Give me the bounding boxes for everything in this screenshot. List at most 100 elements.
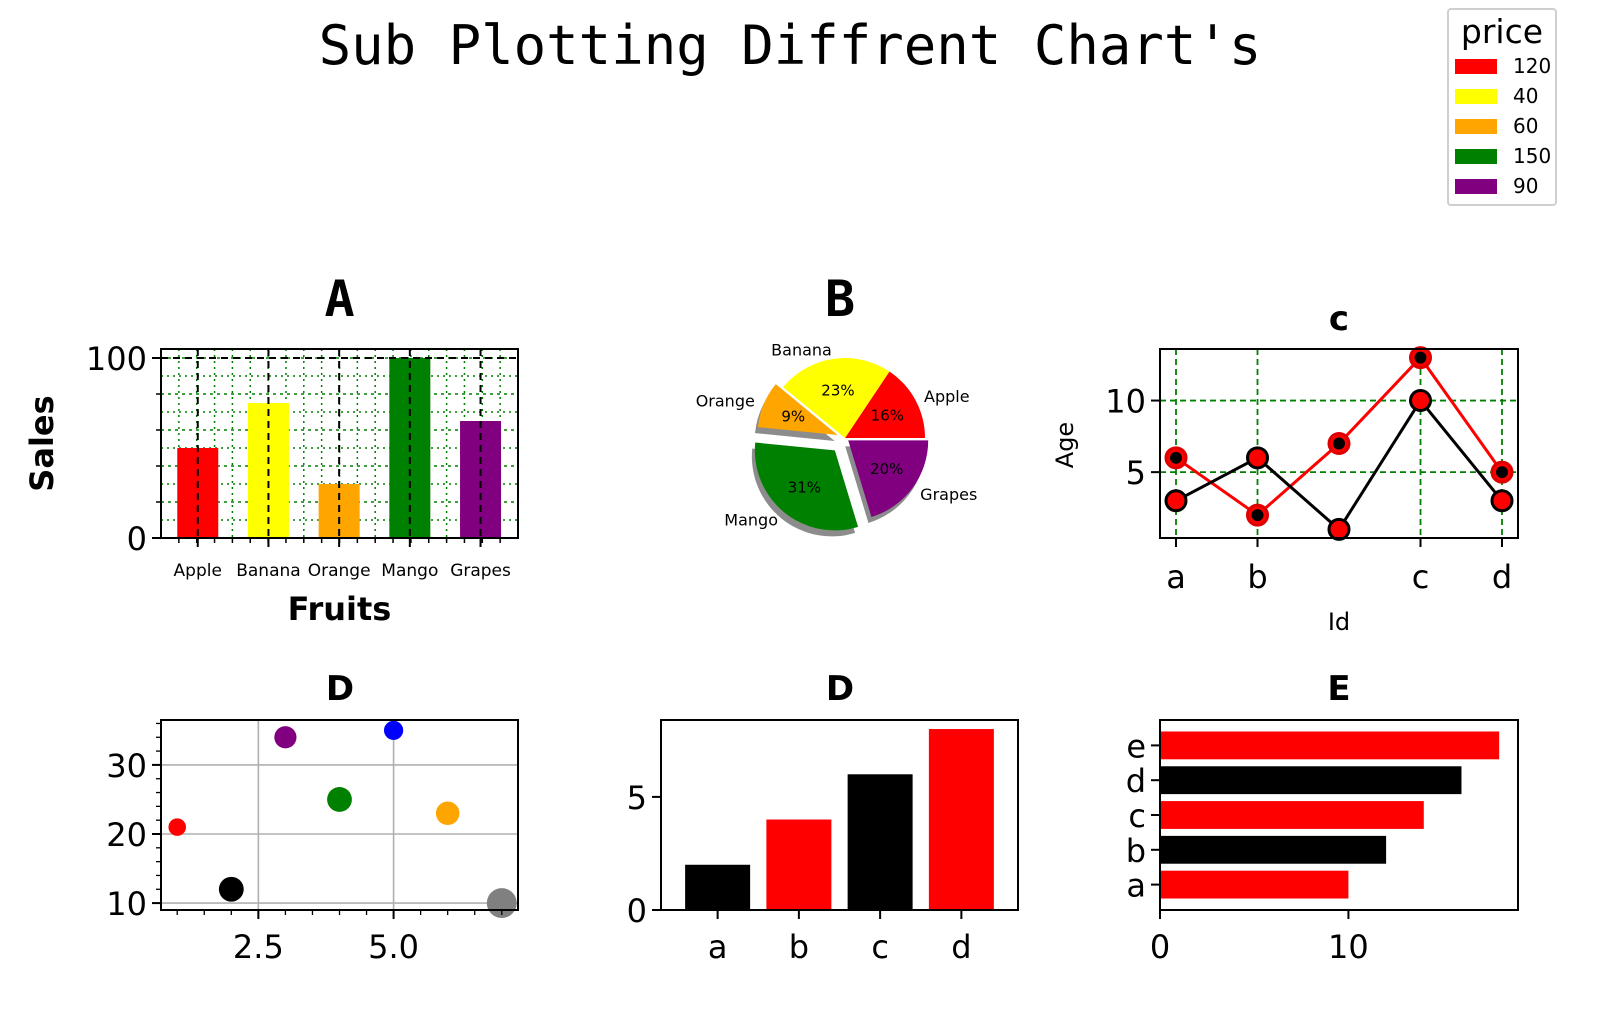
- x-tick-label: Orange: [308, 561, 371, 581]
- series-0-point-center: [1414, 351, 1427, 364]
- pie-slice-apple: [845, 371, 925, 438]
- axes-frame-d1: [160, 719, 519, 911]
- x-tick-label: b: [1247, 558, 1267, 596]
- x-tick-label: Mango: [381, 561, 438, 581]
- legend-entry: 60: [1449, 111, 1555, 141]
- legend-swatch: [1455, 88, 1497, 104]
- bar-b: [766, 819, 832, 910]
- y-tick-label: c: [1128, 797, 1146, 835]
- y-tick-label: 5: [1126, 454, 1146, 492]
- pie-pct-label: 23%: [821, 382, 854, 400]
- scatter-point-3: [327, 787, 352, 812]
- y-tick-label: 10: [106, 885, 147, 923]
- axes-frame-d2: [660, 719, 1019, 911]
- y-axis-label: Age: [1051, 422, 1079, 468]
- pie-slice-mango: [754, 442, 859, 531]
- legend-label: 120: [1513, 54, 1552, 78]
- series-0-point-center: [1251, 509, 1264, 522]
- y-tick-label: b: [1126, 832, 1146, 870]
- chart-title-d1: D: [326, 669, 354, 709]
- pie-label: Banana: [771, 340, 832, 359]
- series-1-point: [1490, 489, 1514, 513]
- series-1-point: [1327, 517, 1351, 541]
- y-tick-label: 20: [106, 816, 147, 854]
- scatter-point-2: [274, 726, 297, 749]
- x-tick-label: d: [951, 928, 971, 966]
- chart-title-d2: D: [826, 669, 854, 709]
- hbar-e: [1160, 731, 1500, 760]
- legend-swatch: [1455, 118, 1497, 134]
- legend-label: 150: [1513, 144, 1552, 168]
- y-tick-label: 5: [627, 779, 647, 817]
- scatter-point-4: [383, 720, 404, 740]
- chart-title-b: B: [825, 270, 855, 328]
- legend-label: 60: [1513, 114, 1539, 138]
- x-tick-label: 0: [1150, 928, 1170, 966]
- x-tick-label: Grapes: [450, 561, 511, 581]
- price-legend: price 120 40 60 150 90: [1447, 8, 1557, 206]
- hbar-a: [1160, 870, 1349, 899]
- x-tick-label: c: [871, 928, 889, 966]
- x-tick-label: b: [789, 928, 809, 966]
- figure-title: Sub Plotting Diffrent Chart's: [318, 14, 1262, 77]
- legend-entry: 40: [1449, 81, 1555, 111]
- x-tick-label: d: [1492, 558, 1512, 596]
- chart-title-e: E: [1327, 669, 1350, 709]
- x-tick-label: Banana: [236, 561, 300, 581]
- pie-label: Mango: [724, 511, 778, 530]
- pie-pct-label: 9%: [781, 408, 805, 426]
- pie-pct-label: 16%: [871, 406, 904, 424]
- series-0-point-center: [1496, 466, 1508, 479]
- chart-title-a: A: [324, 270, 354, 328]
- legend-entry: 150: [1449, 141, 1555, 171]
- y-tick-label: 100: [86, 340, 147, 378]
- legend-swatch: [1455, 178, 1497, 194]
- x-tick-label: 2.5: [233, 928, 284, 966]
- legend-title: price: [1460, 12, 1544, 51]
- x-tick-label: 5.0: [368, 928, 419, 966]
- bar-d: [928, 729, 994, 910]
- bar-a: [685, 864, 751, 910]
- legend-entry: 120: [1449, 51, 1555, 81]
- scatter-point-1: [218, 876, 244, 902]
- hbar-c: [1160, 801, 1424, 829]
- chart-title-c: c: [1329, 299, 1349, 339]
- hbar-b: [1160, 835, 1387, 864]
- series-1-point: [1246, 446, 1269, 470]
- y-tick-label: 0: [627, 892, 647, 930]
- y-tick-label: e: [1126, 727, 1146, 765]
- series-line-1: [1175, 397, 1504, 532]
- pie-label: Grapes: [920, 485, 977, 504]
- legend-entry: 90: [1449, 171, 1555, 201]
- pie-pct-label: 20%: [870, 460, 903, 478]
- x-tick-label: 10: [1328, 928, 1369, 966]
- pie-slice-orange: [757, 384, 838, 435]
- scatter-point-5: [435, 801, 460, 826]
- y-tick-label: 10: [1105, 383, 1146, 421]
- y-tick-label: 30: [106, 747, 147, 785]
- hbar-d: [1160, 766, 1462, 795]
- legend-swatch: [1455, 58, 1497, 74]
- y-tick-label: a: [1126, 867, 1146, 905]
- x-tick-label: a: [1166, 558, 1186, 596]
- pie-pct-label: 31%: [788, 478, 821, 496]
- series-1-point: [1409, 389, 1432, 413]
- series-0-point-center: [1333, 437, 1345, 450]
- series-0-point-center: [1170, 451, 1182, 464]
- x-axis-label: Id: [1328, 608, 1350, 636]
- legend-label: 90: [1513, 174, 1539, 198]
- y-tick-label: 0: [127, 520, 147, 558]
- pie-slice-banana: [783, 357, 890, 438]
- x-tick-label: c: [1412, 558, 1430, 596]
- scatter-point-0: [168, 818, 187, 836]
- y-axis-label: Sales: [23, 395, 61, 491]
- y-tick-label: d: [1126, 762, 1146, 800]
- legend-label: 40: [1513, 84, 1539, 108]
- series-1-point: [1164, 489, 1188, 513]
- bar-c: [847, 774, 913, 910]
- axes-frame-c: [1159, 348, 1519, 539]
- x-axis-label: Fruits: [288, 590, 392, 628]
- x-tick-label: Apple: [174, 561, 222, 581]
- x-tick-label: a: [708, 928, 728, 966]
